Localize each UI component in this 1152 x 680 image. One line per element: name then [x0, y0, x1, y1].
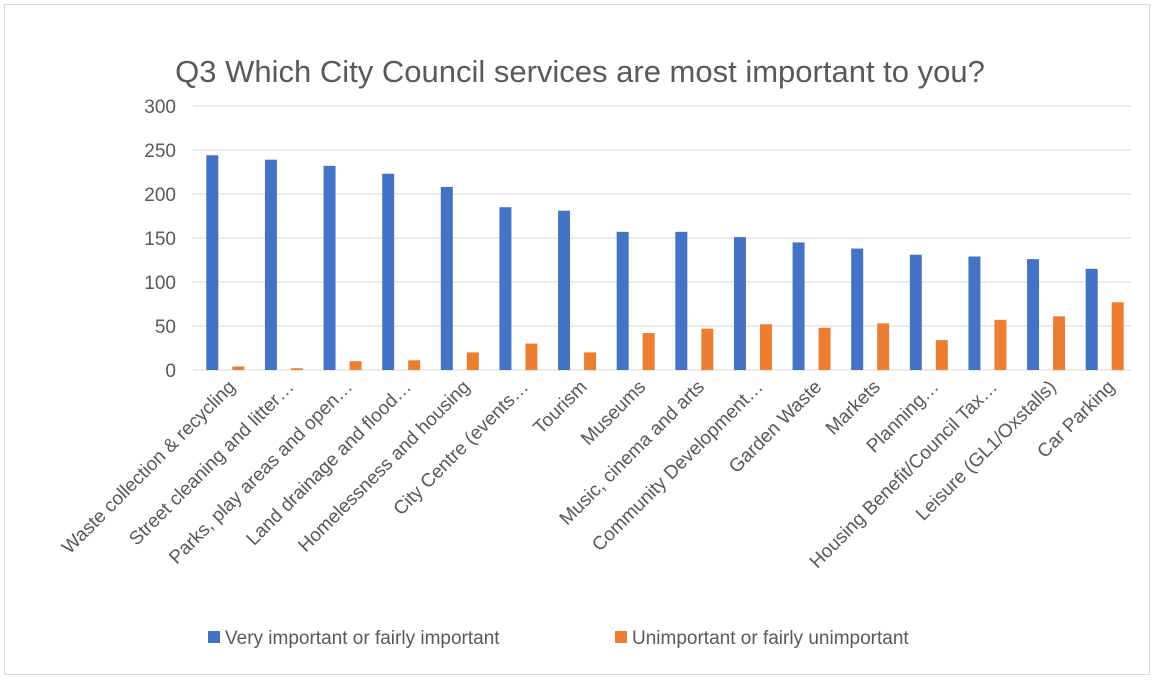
bar-important	[323, 165, 336, 370]
bar-unimportant	[1111, 302, 1124, 370]
bar-unimportant	[466, 352, 479, 370]
legend-label: Very important or fairly important	[225, 628, 500, 649]
bar-unimportant	[877, 323, 890, 370]
bar-important	[733, 237, 746, 370]
y-tick-label: 250	[144, 141, 176, 162]
bar-unimportant	[701, 328, 714, 370]
bar-important	[440, 186, 453, 370]
legend-label: Unimportant or fairly unimportant	[632, 628, 909, 649]
bar-important	[1085, 268, 1098, 370]
bar-unimportant	[759, 324, 772, 370]
bar-important	[968, 256, 981, 370]
bar-unimportant	[994, 319, 1007, 370]
bar-unimportant	[1053, 316, 1066, 370]
bar-unimportant	[818, 327, 831, 370]
bar-important	[1027, 259, 1040, 370]
bar-important	[206, 155, 219, 370]
bar-important	[675, 231, 688, 370]
bar-important	[382, 173, 395, 370]
y-axis-ticks: 0 50 100 150 200 250 300	[144, 97, 176, 382]
y-tick-label: 50	[155, 317, 176, 338]
chart-frame	[4, 4, 1150, 675]
bar-unimportant	[642, 333, 655, 370]
bar-important	[792, 242, 805, 370]
chart-title: Q3 Which City Council services are most …	[175, 54, 985, 89]
bar-unimportant	[232, 366, 245, 370]
bar-unimportant	[935, 340, 948, 370]
y-tick-label: 300	[144, 97, 176, 118]
y-tick-label: 150	[144, 229, 176, 250]
bars	[206, 155, 1124, 370]
bar-important	[851, 248, 864, 370]
legend: Very important or fairly important Unimpo…	[208, 628, 909, 649]
legend-swatch	[208, 631, 220, 643]
y-tick-label: 200	[144, 185, 176, 206]
bar-unimportant	[408, 360, 421, 370]
bar-important	[909, 254, 922, 370]
bar-important	[558, 210, 571, 370]
gridlines	[193, 105, 1131, 371]
legend-swatch	[615, 631, 627, 643]
bar-important	[616, 231, 629, 370]
bar-important	[499, 207, 512, 370]
bar-unimportant	[525, 343, 538, 370]
y-tick-label: 100	[144, 273, 176, 294]
bar-unimportant	[290, 368, 303, 370]
bar-unimportant	[349, 361, 362, 370]
y-tick-label: 0	[165, 361, 176, 382]
bar-important	[264, 159, 277, 370]
bar-unimportant	[584, 352, 597, 370]
